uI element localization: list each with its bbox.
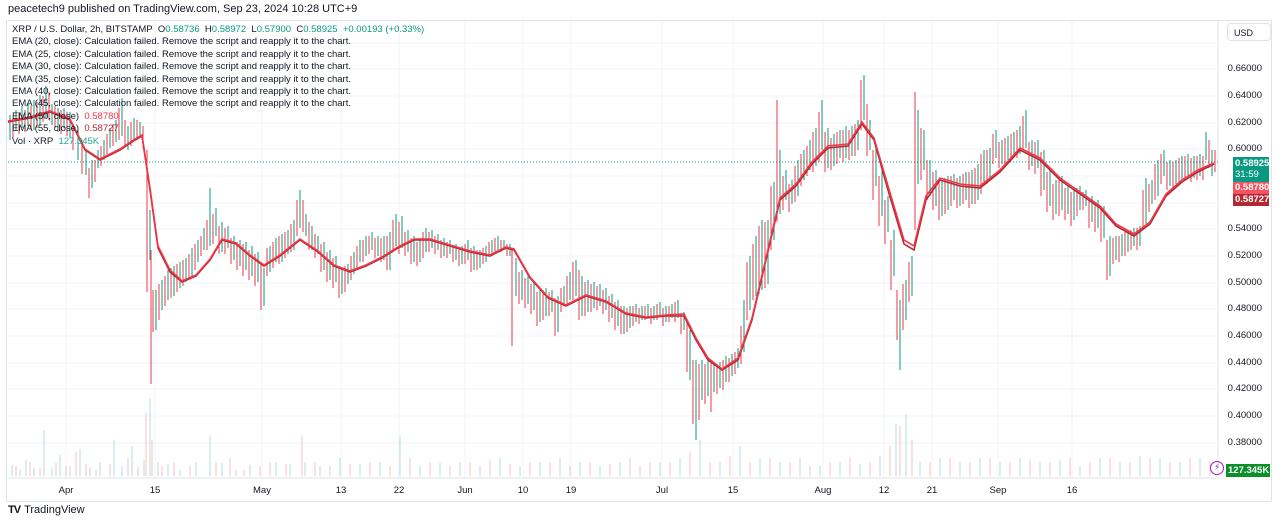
symbol-legend-row[interactable]: XRP / U.S. Dollar, 2h, BITSTAMP O0.58736… — [12, 24, 425, 35]
price-tick: 0.62000 — [1227, 117, 1262, 128]
time-label: Sep — [989, 485, 1007, 496]
low-value: 0.57900 — [256, 24, 292, 35]
time-label: Jun — [457, 485, 473, 496]
last-price-tag: 0.58925 31:59 — [1233, 157, 1269, 182]
publish-line: peacetech9 published on TradingView.com,… — [8, 3, 358, 15]
currency-button[interactable]: USD — [1227, 23, 1271, 41]
ema30-error[interactable]: EMA (30, close): Calculation failed. Rem… — [12, 61, 351, 73]
time-label: 15 — [727, 485, 739, 496]
ema25-error[interactable]: EMA (25, close): Calculation failed. Rem… — [12, 48, 351, 60]
price-tick: 0.48000 — [1227, 303, 1262, 314]
chart-legend: XRP / U.S. Dollar, 2h, BITSTAMP O0.58736… — [12, 24, 424, 148]
price-tick: 0.42000 — [1227, 383, 1262, 394]
ema55-legend[interactable]: EMA (55, close) 0.58727 — [12, 123, 119, 135]
price-tick: 0.50000 — [1227, 277, 1262, 288]
tradingview-brand[interactable]: TV TradingView — [8, 504, 85, 516]
vertical-grid — [65, 21, 1073, 478]
time-label: 13 — [335, 485, 347, 496]
candles — [9, 75, 1216, 440]
time-label: May — [253, 485, 271, 496]
volume-value: 127.345K — [58, 135, 100, 147]
change-value: +0.00193 (+0.33%) — [342, 24, 425, 35]
time-label: 15 — [149, 485, 161, 496]
ema50-price-tag: 0.58780 — [1233, 182, 1270, 194]
ema35-error[interactable]: EMA (35, close): Calculation failed. Rem… — [12, 73, 351, 85]
price-tick: 0.54000 — [1227, 223, 1262, 234]
ema50-line — [7, 110, 1215, 370]
time-label: Jul — [655, 485, 669, 496]
ema20-error[interactable]: EMA (20, close): Calculation failed. Rem… — [12, 36, 351, 48]
lightning-icon[interactable]: ⚡ — [1210, 461, 1224, 475]
time-label: Aug — [814, 485, 832, 496]
horizontal-grid — [8, 42, 1218, 444]
time-label: 12 — [878, 485, 890, 496]
open-value: 0.58736 — [165, 24, 200, 35]
time-label: 10 — [517, 485, 529, 496]
price-tick: 0.44000 — [1227, 357, 1262, 368]
price-tick: 0.60000 — [1227, 143, 1262, 154]
brand-name: TradingView — [24, 504, 85, 516]
high-value: 0.58972 — [211, 24, 247, 35]
volume-legend[interactable]: Vol · XRP 127.345K — [12, 135, 100, 147]
price-tick: 0.52000 — [1227, 250, 1262, 261]
price-tick: 0.38000 — [1227, 437, 1262, 448]
chart-frame[interactable] — [6, 20, 1272, 502]
ema50-value: 0.58780 — [84, 110, 119, 122]
ema55-price-tag: 0.58727 — [1233, 194, 1270, 206]
ema50-legend[interactable]: EMA (50, close) 0.58780 — [12, 110, 119, 122]
volume-bars — [11, 398, 1211, 476]
time-label: Apr — [58, 485, 74, 496]
ema45-error[interactable]: EMA (45, close): Calculation failed. Rem… — [12, 98, 351, 110]
price-tick: 0.40000 — [1227, 410, 1262, 421]
ema40-error[interactable]: EMA (40, close): Calculation failed. Rem… — [12, 86, 351, 98]
time-label: 21 — [926, 485, 938, 496]
symbol-title: XRP / U.S. Dollar, 2h, BITSTAMP — [12, 24, 153, 35]
tradingview-logo-icon: TV — [8, 504, 21, 516]
ema55-line — [7, 111, 1215, 371]
time-label: 19 — [565, 485, 577, 496]
bar-countdown: 31:59 — [1235, 169, 1259, 180]
price-tick: 0.64000 — [1227, 90, 1262, 101]
price-tick: 0.46000 — [1227, 330, 1262, 341]
volume-tag: 127.345K — [1226, 464, 1270, 477]
price-tick: 0.66000 — [1227, 63, 1262, 74]
time-label: 16 — [1066, 485, 1078, 496]
ema55-value: 0.58727 — [84, 123, 119, 135]
close-value: 0.58925 — [303, 24, 338, 35]
last-price-value: 0.58925 — [1235, 158, 1270, 169]
time-label: 22 — [393, 485, 405, 496]
